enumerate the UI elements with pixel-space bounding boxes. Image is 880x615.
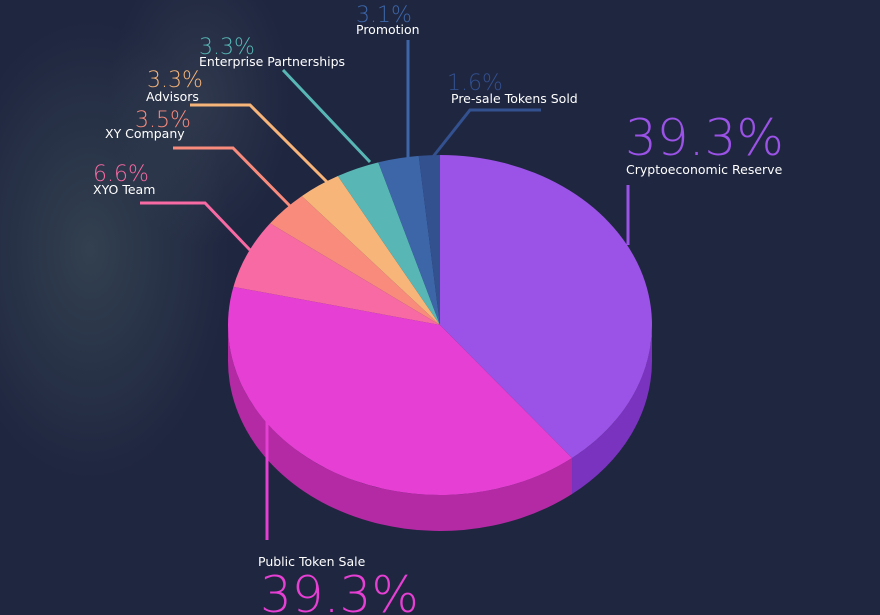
slice-side-public-token-sale — [228, 325, 573, 531]
slice-advisors — [301, 176, 440, 325]
slice-xyo-team — [233, 223, 440, 325]
slice-public-token-sale — [227, 286, 573, 496]
slice-promotion — [378, 155, 440, 325]
percent-label-xy-company: 3.5% — [135, 108, 191, 133]
percent-label-pre-sale-tokens-sold: 1.6% — [447, 71, 503, 96]
category-label-xyo-team: XYO Team — [93, 182, 155, 197]
category-label-promotion: Promotion — [356, 22, 420, 37]
percent-label-advisors: 3.3% — [147, 68, 203, 93]
category-label-public-token-sale: Public Token Sale — [258, 554, 366, 569]
leader-line-enterprise-partnerships — [281, 68, 372, 164]
leader-line-advisors — [190, 103, 329, 184]
category-label-advisors: Advisors — [146, 89, 199, 104]
percent-label-xyo-team: 6.6% — [93, 162, 149, 187]
percent-label-cryptoeconomic-reserve: 39.3% — [625, 109, 784, 167]
category-label-xy-company: XY Company — [105, 126, 185, 141]
category-label-enterprise-partnerships: Enterprise Partnerships — [199, 54, 345, 69]
slice-xy-company — [270, 196, 440, 325]
category-label-cryptoeconomic-reserve: Cryptoeconomic Reserve — [626, 162, 783, 177]
leader-lines — [140, 40, 630, 540]
leader-line-xy-company — [173, 146, 294, 210]
slice-pre-sale-tokens-sold — [418, 155, 440, 325]
slice-cryptoeconomic-reserve — [440, 155, 653, 459]
pie-top — [227, 155, 653, 496]
category-label-pre-sale-tokens-sold: Pre-sale Tokens Sold — [451, 91, 578, 106]
pie-sides — [228, 325, 652, 531]
percent-label-public-token-sale: 39.3% — [260, 566, 419, 615]
percent-label-enterprise-partnerships: 3.3% — [199, 35, 255, 60]
leader-line-xyo-team — [140, 201, 252, 252]
leader-line-pre-sale-tokens-sold — [430, 108, 541, 159]
slice-enterprise-partnerships — [337, 162, 440, 325]
percent-label-promotion: 3.1% — [356, 3, 412, 28]
slice-side-cryptoeconomic-reserve — [572, 325, 652, 495]
